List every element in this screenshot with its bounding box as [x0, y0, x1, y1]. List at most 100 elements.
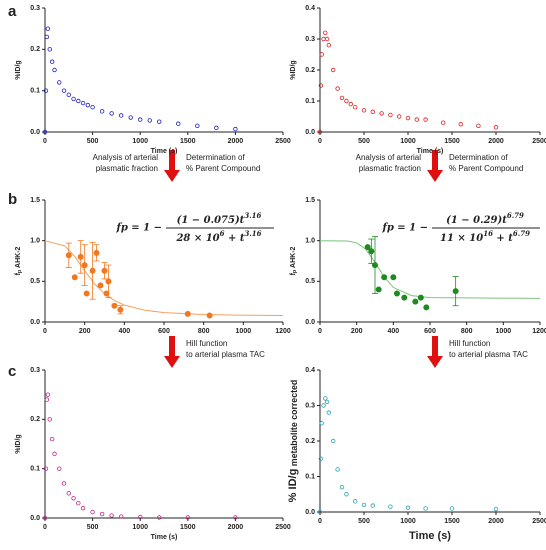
data-point: [476, 123, 481, 128]
data-point: [206, 312, 213, 319]
data-point: [348, 101, 353, 107]
subscript: metabolite corrected: [289, 380, 299, 469]
y-tick-label: 1.0: [305, 238, 315, 245]
data-point: [324, 36, 330, 42]
data-point: [71, 274, 78, 281]
arrow-shaft: [432, 336, 438, 356]
x-tick-label: 400: [387, 328, 399, 335]
data-point: [405, 115, 411, 121]
x-tick-label: 800: [198, 328, 210, 335]
data-point: [117, 306, 124, 313]
data-point: [375, 286, 382, 293]
y-tick-label: 0.0: [305, 129, 315, 136]
text-part: 28 × 10: [175, 233, 219, 244]
data-point: [371, 262, 378, 269]
data-point: [423, 117, 428, 122]
data-point: [81, 262, 88, 269]
panel-label: a: [8, 3, 17, 20]
data-point: [185, 515, 190, 520]
data-point: [176, 121, 181, 126]
data-point: [105, 278, 112, 285]
text-part: % ID/g: [287, 469, 299, 503]
data-point: [90, 509, 95, 515]
arrow-label: Determination of: [449, 153, 508, 162]
x-tick-label: 2500: [532, 518, 546, 525]
y-tick-label: 0.2: [305, 67, 315, 74]
y-tick-label: 0.1: [30, 88, 40, 95]
x-tick-label: 1000: [400, 518, 416, 525]
data-point: [52, 67, 57, 73]
x-tick-label: 200: [351, 328, 363, 335]
data-point: [109, 513, 114, 518]
x-tick-label: 0: [318, 138, 322, 145]
y-axis-label: fp AHK-2: [290, 246, 299, 275]
data-point: [414, 117, 419, 122]
data-point: [339, 95, 345, 101]
data-point: [318, 456, 324, 461]
data-point: [388, 112, 393, 118]
x-axis-label: Time (s): [417, 148, 444, 155]
data-point: [71, 496, 76, 501]
subscript: p: [292, 269, 298, 273]
x-tick-label: 2000: [228, 524, 244, 531]
data-point: [214, 125, 219, 131]
data-point: [317, 509, 323, 515]
y-tick-label: 0.0: [30, 319, 40, 326]
data-point: [66, 491, 71, 496]
rich-text: (1 − 0.29)t6.79: [446, 211, 524, 226]
y-tick-label: 0.2: [305, 438, 315, 445]
data-point: [319, 421, 324, 426]
data-point: [43, 466, 49, 471]
data-point: [393, 290, 400, 297]
data-point: [103, 290, 110, 297]
y-tick-label: 0.5: [30, 278, 40, 285]
y-tick-label: 0.2: [30, 416, 40, 423]
data-point: [184, 310, 191, 317]
data-point: [65, 252, 72, 259]
panel-label: c: [8, 363, 16, 380]
data-point: [401, 294, 408, 301]
data-point: [44, 397, 50, 402]
data-point: [441, 120, 446, 125]
x-tick-label: 600: [158, 328, 170, 335]
y-axis-label: %ID/g: [290, 60, 297, 79]
x-tick-label: 600: [424, 328, 436, 335]
arrow-label: to arterial plasma TAC: [449, 350, 528, 359]
superscript: 6.79: [507, 211, 524, 220]
superscript: 16: [483, 229, 493, 238]
data-point: [157, 119, 162, 124]
x-tick-label: 200: [79, 328, 91, 335]
formula-lhs: fp = 1 −: [382, 223, 428, 234]
data-point: [76, 98, 81, 104]
fit-line: [44, 240, 284, 316]
chart: 0 500 1000 1500 2000 2500 0.0 0.1 0.2 0.3 0.4 Time …: [287, 367, 546, 542]
x-tick-label: 1000: [400, 138, 416, 145]
y-tick-label: 0.3: [305, 36, 315, 43]
data-point: [57, 80, 62, 85]
data-point: [44, 34, 50, 40]
data-point: [335, 467, 340, 472]
y-tick-label: 0.4: [305, 367, 315, 374]
superscript: 3.16: [244, 229, 261, 238]
data-point: [89, 267, 96, 274]
data-point: [390, 274, 397, 281]
x-tick-label: 1500: [180, 524, 196, 531]
data-point: [233, 126, 238, 132]
data-point: [412, 298, 419, 305]
x-tick-label: 0: [318, 518, 322, 525]
data-point: [361, 108, 367, 113]
data-point: [61, 481, 67, 486]
data-point: [118, 113, 124, 118]
arrow-label: to arterial plasma TAC: [186, 350, 265, 359]
data-point: [405, 505, 411, 510]
data-point: [353, 499, 358, 504]
data-point: [319, 52, 324, 57]
text-part: AHK-2: [15, 246, 22, 269]
y-axis-label: fp AHK-2: [15, 246, 24, 275]
data-point: [388, 504, 393, 509]
superscript: 3.16: [244, 211, 261, 220]
data-point: [77, 253, 84, 260]
text-part: AHK-2: [290, 246, 297, 269]
data-point: [137, 514, 143, 520]
